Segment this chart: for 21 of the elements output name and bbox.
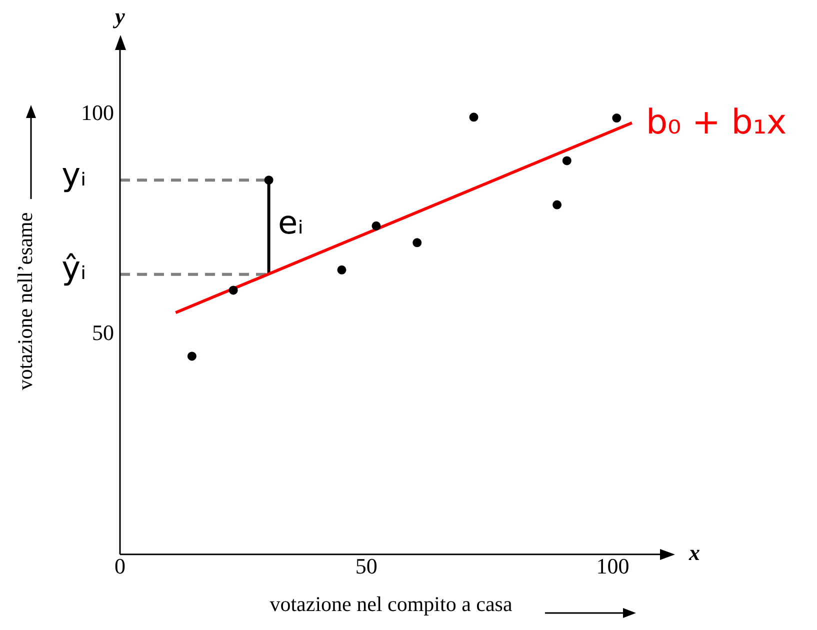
x-tick-label: 0 <box>114 553 126 578</box>
annotation: eᵢ <box>278 204 304 242</box>
point <box>412 238 422 248</box>
y-axis-title: votazione nell’esame <box>13 212 38 390</box>
point <box>552 200 562 210</box>
x-axis-title: votazione nel compito a casa <box>270 592 513 616</box>
x-tick-label: 50 <box>355 553 378 578</box>
x-tick-label: 100 <box>596 553 630 578</box>
point <box>612 114 622 123</box>
point <box>469 112 478 122</box>
point <box>264 176 274 185</box>
point <box>228 286 238 295</box>
point <box>337 265 346 274</box>
text: ŷᵢ <box>62 249 86 288</box>
point <box>372 221 381 230</box>
point <box>187 352 196 361</box>
series-label: b₀ + b₁x <box>646 102 787 143</box>
point <box>562 156 572 166</box>
text: x <box>688 540 700 566</box>
text: yᵢ <box>62 155 86 194</box>
text: y <box>112 3 126 28</box>
